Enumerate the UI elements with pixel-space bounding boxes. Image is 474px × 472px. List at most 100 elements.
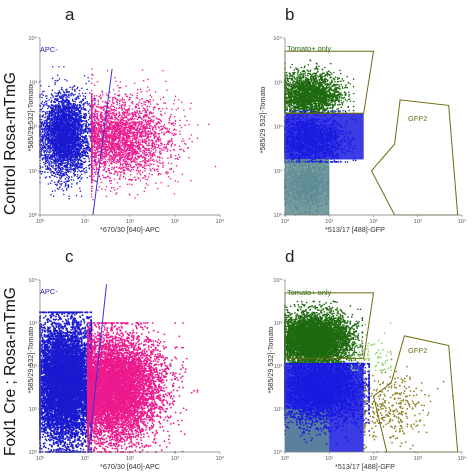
data-point — [54, 92, 56, 94]
data-point — [146, 131, 148, 133]
data-point — [105, 195, 108, 198]
data-point — [80, 87, 83, 90]
data-point — [86, 142, 89, 144]
data-point — [41, 101, 44, 103]
data-point — [79, 187, 81, 190]
data-point — [49, 151, 51, 154]
data-point — [70, 166, 72, 169]
data-point — [79, 118, 82, 121]
data-point — [60, 180, 63, 182]
data-point — [66, 80, 68, 82]
data-point — [67, 135, 70, 137]
data-point — [57, 158, 59, 161]
data-point — [138, 178, 140, 180]
data-point — [44, 171, 46, 173]
data-point — [85, 169, 88, 172]
data-point — [71, 87, 74, 89]
data-point — [111, 160, 113, 163]
data-point — [51, 106, 54, 109]
data-point — [51, 190, 54, 193]
data-point — [57, 74, 59, 77]
data-point — [59, 183, 61, 185]
data-point — [103, 113, 106, 115]
data-point — [74, 160, 76, 163]
data-point — [139, 172, 141, 175]
data-point — [64, 162, 66, 164]
data-point — [56, 184, 58, 187]
data-point — [44, 129, 46, 132]
data-point — [84, 141, 86, 144]
data-point — [75, 194, 78, 197]
data-point — [81, 176, 83, 179]
data-point — [56, 173, 59, 176]
data-point — [46, 153, 49, 156]
data-point — [98, 95, 100, 98]
data-point — [153, 160, 155, 163]
data-point — [80, 131, 83, 133]
data-point — [46, 132, 49, 134]
data-point — [167, 157, 169, 159]
data-point — [63, 193, 65, 196]
data-point — [81, 153, 84, 156]
data-point — [63, 143, 66, 146]
data-point — [70, 178, 73, 181]
data-point — [47, 151, 50, 153]
data-point — [54, 169, 57, 172]
data-point — [65, 107, 68, 109]
data-point — [125, 165, 127, 168]
data-point — [46, 119, 48, 122]
data-point — [75, 98, 78, 101]
data-point — [139, 173, 142, 176]
data-point — [58, 119, 61, 122]
data-point — [83, 105, 85, 107]
data-point — [65, 182, 67, 185]
data-point — [135, 142, 138, 145]
data-point — [72, 125, 75, 128]
data-point — [83, 108, 85, 111]
data-point — [74, 174, 77, 176]
data-point — [49, 124, 52, 126]
data-point — [62, 116, 64, 119]
data-point — [50, 165, 53, 167]
data-point — [41, 138, 44, 140]
data-point — [77, 133, 79, 135]
data-point — [120, 153, 122, 155]
data-point — [47, 121, 50, 124]
data-point — [78, 163, 80, 165]
data-point — [62, 90, 65, 92]
data-point — [116, 181, 119, 184]
data-point — [74, 103, 77, 105]
data-point — [52, 121, 54, 124]
data-point — [131, 178, 134, 181]
data-point — [57, 151, 59, 154]
data-point — [163, 102, 165, 104]
data-point — [58, 108, 60, 111]
data-point — [50, 170, 52, 173]
data-point — [50, 142, 52, 144]
data-point — [85, 113, 88, 115]
data-point — [59, 106, 62, 109]
data-point — [69, 86, 71, 89]
data-point — [69, 139, 71, 142]
data-point — [54, 131, 57, 133]
data-point — [81, 100, 83, 102]
data-point — [86, 176, 88, 179]
data-point — [71, 98, 74, 101]
data-point — [43, 163, 46, 165]
data-point — [72, 100, 75, 103]
data-point — [179, 156, 181, 158]
data-point — [53, 181, 56, 183]
data-point — [59, 121, 61, 124]
data-point — [60, 115, 62, 117]
data-point — [55, 173, 57, 175]
data-point — [40, 102, 43, 105]
data-point — [69, 111, 72, 114]
data-point — [69, 156, 71, 159]
data-point — [86, 171, 88, 173]
data-point — [52, 152, 54, 155]
data-point — [72, 172, 75, 175]
data-point — [179, 119, 181, 122]
data-point — [51, 160, 53, 163]
data-point — [83, 128, 85, 131]
data-point — [56, 171, 58, 174]
